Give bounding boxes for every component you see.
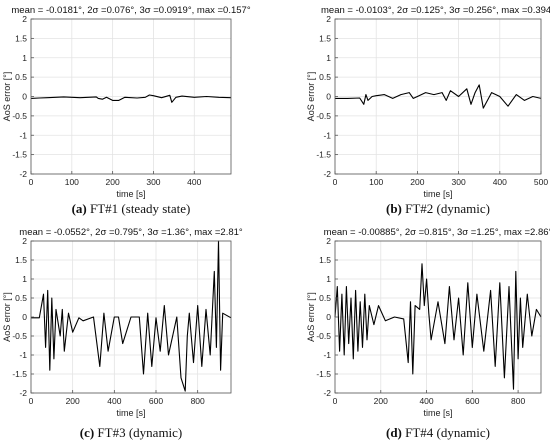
x-tick-label: 800: [191, 396, 205, 406]
caption-text: FT#4 (dynamic): [402, 425, 490, 440]
y-tick-label: 1: [22, 53, 27, 63]
x-tick-label: 300: [146, 177, 160, 187]
caption-text: FT#2 (dynamic): [402, 201, 490, 216]
y-tick-label: 1.5: [15, 33, 27, 43]
x-axis-label: time [s]: [116, 189, 145, 199]
y-tick-label: -2: [323, 388, 331, 398]
x-tick-label: 600: [149, 396, 163, 406]
y-tick-label: 1: [326, 53, 331, 63]
x-axis-label: time [s]: [116, 408, 145, 418]
y-tick-label: 1.5: [319, 255, 331, 265]
y-tick-label: -1: [19, 130, 27, 140]
chart-panel-4: -2 -1.5 -1 -0.5 0 0.5 1 1.5 2 0 200 400 600 800 mean =…: [306, 227, 550, 440]
caption-label: (d): [386, 425, 402, 440]
chart-panel-2: -2 -1.5 -1 -0.5 0 0.5 1 1.5 2 0 100 200 300 400 500 mea…: [306, 5, 550, 216]
chart-panel-1: -2 -1.5 -1 -0.5 0 0.5 1 1.5 2 0 100 200 300 400 mean =…: [2, 5, 251, 216]
y-tick-label: -1.5: [12, 369, 27, 379]
stats-title: mean = -0.00885°, 2σ =0.815°, 3σ =1.25°,…: [324, 227, 550, 238]
y-tick-label: -1.5: [316, 150, 331, 160]
y-tick-label: 0: [326, 312, 331, 322]
y-tick-label: -1: [19, 350, 27, 360]
series-line: [30, 94, 232, 103]
panel-caption: (b) FT#2 (dynamic): [386, 201, 490, 216]
x-tick-label: 400: [493, 177, 507, 187]
caption-text: FT#3 (dynamic): [94, 425, 182, 440]
y-axis-label: AoS error [°]: [306, 72, 316, 122]
caption-label: (c): [80, 425, 94, 440]
x-tick-label: 400: [107, 396, 121, 406]
x-tick-label: 200: [410, 177, 424, 187]
caption-label: (a): [72, 201, 87, 216]
x-tick-label: 200: [374, 396, 388, 406]
y-tick-label: 1: [326, 274, 331, 284]
y-tick-label: -0.5: [316, 331, 331, 341]
panel-caption: (c) FT#3 (dynamic): [80, 425, 183, 440]
y-tick-label: -0.5: [12, 331, 27, 341]
series-line: [31, 240, 232, 392]
series-line: [335, 84, 542, 109]
x-tick-label: 0: [29, 177, 34, 187]
y-tick-label: -2: [19, 169, 27, 179]
x-tick-label: 0: [29, 396, 34, 406]
x-axis-label: time [s]: [423, 189, 452, 199]
x-tick-label: 200: [106, 177, 120, 187]
x-tick-label: 400: [187, 177, 201, 187]
x-tick-label: 800: [511, 396, 525, 406]
x-tick-label: 0: [333, 396, 338, 406]
y-tick-label: 1.5: [319, 33, 331, 43]
y-axis-label: AoS error [°]: [2, 72, 12, 122]
y-tick-label: -0.5: [12, 111, 27, 121]
x-tick-label: 600: [465, 396, 479, 406]
y-tick-label: -1: [323, 130, 331, 140]
series-line: [334, 263, 542, 390]
y-tick-label: -2: [323, 169, 331, 179]
y-tick-label: 2: [326, 236, 331, 246]
y-tick-label: 0.5: [319, 293, 331, 303]
x-tick-label: 200: [66, 396, 80, 406]
y-axis-label: AoS error [°]: [306, 292, 316, 342]
panel-caption: (a) FT#1 (steady state): [72, 201, 191, 216]
y-axis-label: AoS error [°]: [2, 292, 12, 342]
caption-text: FT#1 (steady state): [87, 201, 191, 216]
y-tick-label: -1.5: [12, 150, 27, 160]
y-tick-label: 0: [22, 92, 27, 102]
x-tick-label: 100: [65, 177, 79, 187]
stats-title: mean = -0.0103°, 2σ =0.125°, 3σ =0.256°,…: [321, 5, 550, 16]
y-tick-label: 0: [22, 312, 27, 322]
x-tick-label: 0: [333, 177, 338, 187]
y-tick-label: 1.5: [15, 255, 27, 265]
panel-caption: (d) FT#4 (dynamic): [386, 425, 490, 440]
y-tick-label: 2: [22, 236, 27, 246]
y-tick-label: 0.5: [319, 72, 331, 82]
y-tick-label: -1: [323, 350, 331, 360]
caption-label: (b): [386, 201, 402, 216]
x-axis-label: time [s]: [423, 408, 452, 418]
stats-title: mean = -0.0181°, 2σ =0.076°, 3σ =0.0919°…: [11, 5, 250, 16]
x-tick-label: 100: [369, 177, 383, 187]
x-tick-label: 300: [452, 177, 466, 187]
y-tick-label: -2: [19, 388, 27, 398]
y-tick-label: 0.5: [15, 72, 27, 82]
y-tick-label: 2: [326, 14, 331, 24]
y-tick-label: 0.5: [15, 293, 27, 303]
stats-title: mean = -0.0552°, 2σ =0.795°, 3σ =1.36°, …: [19, 227, 243, 238]
x-tick-label: 500: [534, 177, 548, 187]
y-tick-label: 1: [22, 274, 27, 284]
y-tick-label: -1.5: [316, 369, 331, 379]
y-tick-label: 0: [326, 92, 331, 102]
x-tick-label: 400: [419, 396, 433, 406]
y-tick-label: 2: [22, 14, 27, 24]
y-tick-label: -0.5: [316, 111, 331, 121]
chart-panel-3: -2 -1.5 -1 -0.5 0 0.5 1 1.5 2 0 200 400 600 800 mean =…: [2, 227, 243, 440]
